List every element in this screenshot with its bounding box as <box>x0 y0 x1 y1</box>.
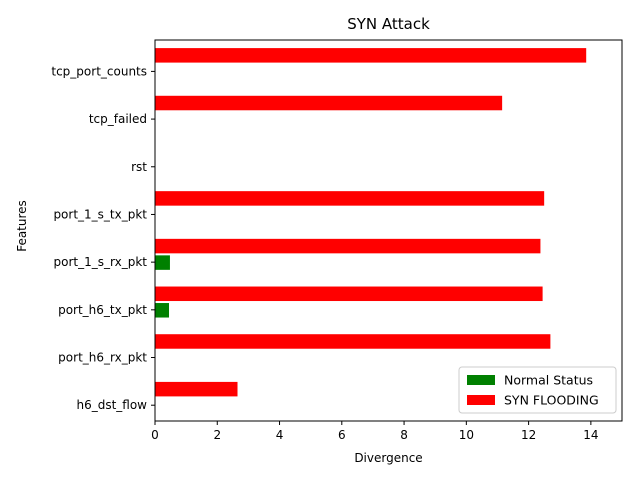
bar-syn-flooding-port_h6_rx_pkt <box>155 334 551 349</box>
legend-swatch <box>467 395 495 405</box>
x-axis-label: Divergence <box>354 451 422 465</box>
x-tick-label: 0 <box>151 428 159 442</box>
bar-syn-flooding-port_h6_tx_pkt <box>155 286 543 302</box>
y-tick-label: port_1_s_rx_pkt <box>54 255 148 269</box>
bar-syn-flooding-tcp_failed <box>155 95 503 111</box>
chart-title: SYN Attack <box>347 15 430 33</box>
x-tick-label: 10 <box>459 428 474 442</box>
bar-syn-flooding-h6_dst_flow <box>155 381 238 397</box>
y-tick-label: rst <box>131 160 147 174</box>
y-tick-label: tcp_failed <box>89 112 147 126</box>
y-tick-label: tcp_port_counts <box>51 64 147 78</box>
legend-swatch <box>467 375 495 385</box>
x-tick-label: 14 <box>583 428 598 442</box>
x-tick-label: 12 <box>521 428 536 442</box>
bar-normal-status-port_1_s_rx_pkt <box>155 255 170 270</box>
y-tick-label: port_1_s_tx_pkt <box>53 207 147 221</box>
x-axis: 0 2 4 6 8 10 12 14 <box>151 421 599 442</box>
bar-syn-flooding-tcp_port_counts <box>155 48 587 63</box>
y-axis-label: Features <box>15 200 29 252</box>
x-tick-label: 4 <box>276 428 284 442</box>
x-tick-label: 6 <box>338 428 346 442</box>
legend-label: SYN FLOODING <box>504 393 599 408</box>
legend-label: Normal Status <box>504 373 593 388</box>
plot-area <box>154 39 623 422</box>
axes-frame <box>154 39 623 422</box>
bar-syn-flooding-port_1_s_tx_pkt <box>155 191 545 206</box>
legend: Normal Status SYN FLOODING <box>458 366 617 414</box>
x-tick-label: 8 <box>400 428 408 442</box>
bar-normal-status-port_h6_tx_pkt <box>155 303 170 318</box>
x-tick-label: 2 <box>213 428 221 442</box>
bar-syn-flooding-port_1_s_rx_pkt <box>155 238 541 254</box>
legend-box <box>458 366 617 414</box>
y-tick-label: port_h6_rx_pkt <box>58 351 147 365</box>
y-tick-label: h6_dst_flow <box>76 398 147 412</box>
y-tick-label: port_h6_tx_pkt <box>58 303 147 317</box>
